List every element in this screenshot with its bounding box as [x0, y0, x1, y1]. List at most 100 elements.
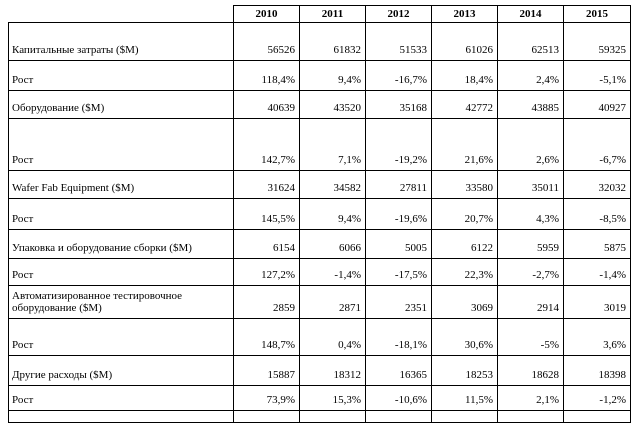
value-cell: 7,1% — [299, 118, 366, 171]
value-cell: 3,6% — [563, 318, 631, 356]
value-cell: 33580 — [431, 170, 498, 199]
table-row: Капитальные затраты ($M) 56526 61832 51533 6… — [8, 22, 631, 61]
empty-cell — [563, 410, 631, 423]
value-cell: 118,4% — [233, 60, 300, 91]
year-header: 2010 — [233, 5, 300, 23]
row-label: Другие расходы ($M) — [8, 355, 234, 386]
empty-cell — [497, 410, 564, 423]
empty-cell — [233, 410, 300, 423]
value-cell: 18,4% — [431, 60, 498, 91]
value-cell: -6,7% — [563, 118, 631, 171]
table-row: Оборудование ($M) 40639 43520 35168 42772 438… — [8, 90, 631, 119]
value-cell: 5959 — [497, 229, 564, 259]
value-cell: 18253 — [431, 355, 498, 386]
value-cell: 6122 — [431, 229, 498, 259]
value-cell: 6066 — [299, 229, 366, 259]
value-cell: 34582 — [299, 170, 366, 199]
year-header: 2013 — [431, 5, 498, 23]
value-cell: -10,6% — [365, 385, 432, 411]
value-cell: 27811 — [365, 170, 432, 199]
value-cell: -8,5% — [563, 198, 631, 230]
table-row: Рост 145,5% 9,4% -19,6% 20,7% 4,3% -8,5% — [8, 198, 631, 230]
value-cell: 16365 — [365, 355, 432, 386]
year-header: 2011 — [299, 5, 366, 23]
table-row: Рост 118,4% 9,4% -16,7% 18,4% 2,4% -5,1% — [8, 60, 631, 91]
value-cell: 2859 — [233, 285, 300, 319]
value-cell: -16,7% — [365, 60, 432, 91]
value-cell: 15,3% — [299, 385, 366, 411]
value-cell: 18312 — [299, 355, 366, 386]
year-header: 2012 — [365, 5, 432, 23]
value-cell: 32032 — [563, 170, 631, 199]
value-cell: 5875 — [563, 229, 631, 259]
table-row: Wafer Fab Equipment ($M) 31624 34582 27811 3… — [8, 170, 631, 199]
row-label: Рост — [8, 385, 234, 411]
table-row: Упаковка и оборудование сборки ($M) 6154 6… — [8, 229, 631, 259]
value-cell: 2871 — [299, 285, 366, 319]
value-cell: -5,1% — [563, 60, 631, 91]
value-cell: -1,4% — [563, 258, 631, 286]
value-cell: 56526 — [233, 22, 300, 61]
value-cell: -1,4% — [299, 258, 366, 286]
value-cell: 31624 — [233, 170, 300, 199]
value-cell: -17,5% — [365, 258, 432, 286]
value-cell: -19,6% — [365, 198, 432, 230]
value-cell: 2,1% — [497, 385, 564, 411]
value-cell: 18628 — [497, 355, 564, 386]
table-row: Другие расходы ($M) 15887 18312 16365 18253 1… — [8, 355, 631, 386]
value-cell: 61026 — [431, 22, 498, 61]
value-cell: 42772 — [431, 90, 498, 119]
value-cell: 3069 — [431, 285, 498, 319]
value-cell: 40639 — [233, 90, 300, 119]
value-cell: 148,7% — [233, 318, 300, 356]
header-row: 2010 2011 2012 2013 2014 2015 — [9, 5, 631, 23]
value-cell: 0,4% — [299, 318, 366, 356]
value-cell: 142,7% — [233, 118, 300, 171]
value-cell: 20,7% — [431, 198, 498, 230]
row-label: Рост — [8, 258, 234, 286]
value-cell: 2914 — [497, 285, 564, 319]
value-cell: -2,7% — [497, 258, 564, 286]
value-cell: 73,9% — [233, 385, 300, 411]
row-label: Автоматизированное тестировочное оборудо… — [8, 285, 234, 319]
value-cell: 145,5% — [233, 198, 300, 230]
data-table: 2010 2011 2012 2013 2014 2015 Капитальные зат… — [8, 5, 631, 423]
table-body: Капитальные затраты ($M) 56526 61832 51533 6… — [8, 22, 631, 423]
value-cell: 62513 — [497, 22, 564, 61]
value-cell: 127,2% — [233, 258, 300, 286]
value-cell: 43520 — [299, 90, 366, 119]
table-row: Рост 127,2% -1,4% -17,5% 22,3% -2,7% -1,4% — [8, 258, 631, 286]
value-cell: -19,2% — [365, 118, 432, 171]
empty-cell — [299, 410, 366, 423]
empty-cell — [431, 410, 498, 423]
value-cell: 15887 — [233, 355, 300, 386]
row-label: Рост — [8, 198, 234, 230]
value-cell: 2351 — [365, 285, 432, 319]
value-cell: 2,6% — [497, 118, 564, 171]
value-cell: 21,6% — [431, 118, 498, 171]
table-row: Рост 142,7% 7,1% -19,2% 21,6% 2,6% -6,7% — [8, 118, 631, 171]
value-cell: 35011 — [497, 170, 564, 199]
value-cell: 4,3% — [497, 198, 564, 230]
empty-cell — [365, 410, 432, 423]
value-cell: -18,1% — [365, 318, 432, 356]
value-cell: 9,4% — [299, 60, 366, 91]
value-cell: 61832 — [299, 22, 366, 61]
blank-cell — [9, 6, 234, 23]
row-label: Wafer Fab Equipment ($M) — [8, 170, 234, 199]
value-cell: 59325 — [563, 22, 631, 61]
value-cell: 18398 — [563, 355, 631, 386]
table-row: Рост 73,9% 15,3% -10,6% 11,5% 2,1% -1,2% — [8, 385, 631, 411]
value-cell: 43885 — [497, 90, 564, 119]
year-header: 2015 — [563, 5, 631, 23]
table-row: Рост 148,7% 0,4% -18,1% 30,6% -5% 3,6% — [8, 318, 631, 356]
value-cell: 11,5% — [431, 385, 498, 411]
value-cell: 2,4% — [497, 60, 564, 91]
value-cell: 30,6% — [431, 318, 498, 356]
row-label: Упаковка и оборудование сборки ($M) — [8, 229, 234, 259]
value-cell: 9,4% — [299, 198, 366, 230]
value-cell: -5% — [497, 318, 564, 356]
empty-cell — [8, 410, 234, 423]
value-cell: 6154 — [233, 229, 300, 259]
